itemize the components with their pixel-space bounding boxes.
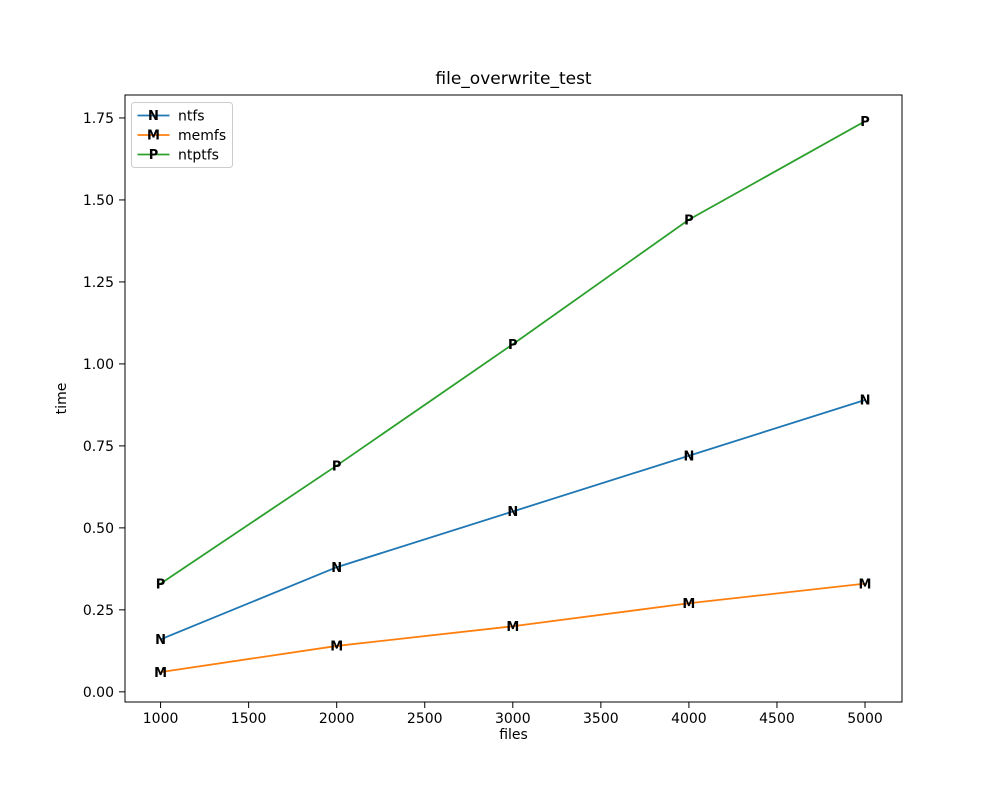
series-marker-ntfs: N xyxy=(331,561,342,576)
series-marker-ntfs: N xyxy=(860,394,871,409)
y-tick-label: 1.75 xyxy=(83,111,114,127)
y-tick-label: 1.00 xyxy=(83,357,114,373)
series-marker-ntptfs: P xyxy=(508,338,518,353)
series-marker-memfs: M xyxy=(330,640,343,655)
legend-label-ntptfs: ntptfs xyxy=(178,148,219,164)
x-tick-label: 4000 xyxy=(671,711,707,727)
y-axis-label: time xyxy=(54,383,70,415)
x-tick-label: 4500 xyxy=(759,711,795,727)
series-marker-ntfs: N xyxy=(507,505,518,520)
y-tick-label: 1.25 xyxy=(83,275,114,291)
plot-border xyxy=(124,94,903,703)
series-marker-memfs: M xyxy=(859,577,872,592)
legend-entry-memfs: M memfs xyxy=(137,128,226,144)
series-marker-memfs: M xyxy=(682,597,695,612)
legend-entry-ntfs: N ntfs xyxy=(137,109,205,125)
legend-frame xyxy=(131,102,233,168)
series-marker-ntptfs: P xyxy=(684,213,694,228)
series-marker-ntptfs: P xyxy=(156,577,166,592)
legend: N ntfs M memfs P ntptfs xyxy=(131,102,233,168)
series-marker-ntfs: N xyxy=(683,449,694,464)
legend-label-ntfs: ntfs xyxy=(178,109,205,125)
series-marker-ntptfs: P xyxy=(860,115,870,130)
series-marker-ntptfs: P xyxy=(332,459,342,474)
y-tick-label: 0.00 xyxy=(83,685,114,701)
x-tick-label: 2000 xyxy=(319,711,355,727)
legend-entry-ntptfs: P ntptfs xyxy=(137,148,219,164)
y-tick-label: 0.75 xyxy=(83,439,114,455)
legend-label-memfs: memfs xyxy=(178,128,226,144)
series-marker-memfs: M xyxy=(154,666,167,681)
series-line-ntptfs xyxy=(160,120,866,585)
y-tick-label: 0.25 xyxy=(83,603,114,619)
chart-title: file_overwrite_test xyxy=(435,69,592,89)
legend-marker-ntptfs: P xyxy=(149,148,159,163)
series-line-memfs xyxy=(160,582,866,674)
series-marker-ntfs: N xyxy=(155,633,166,648)
y-tick-label: 1.50 xyxy=(83,193,114,209)
x-tick-label: 2500 xyxy=(407,711,443,727)
x-tick-label: 3500 xyxy=(583,711,619,727)
plot-area: 1000 1500 2000 2500 3000 3500 4000 4500 5000 0.00… xyxy=(83,94,903,727)
x-tick-label: 3000 xyxy=(495,711,531,727)
series-line-ntfs xyxy=(160,399,866,641)
x-axis-label: files xyxy=(499,727,528,743)
series-marker-memfs: M xyxy=(506,620,519,635)
x-tick-label: 1000 xyxy=(143,711,179,727)
x-tick-label: 5000 xyxy=(847,711,883,727)
legend-marker-memfs: M xyxy=(147,129,160,144)
legend-marker-ntfs: N xyxy=(148,109,159,124)
y-tick-label: 0.50 xyxy=(83,521,114,537)
x-tick-label: 1500 xyxy=(231,711,267,727)
